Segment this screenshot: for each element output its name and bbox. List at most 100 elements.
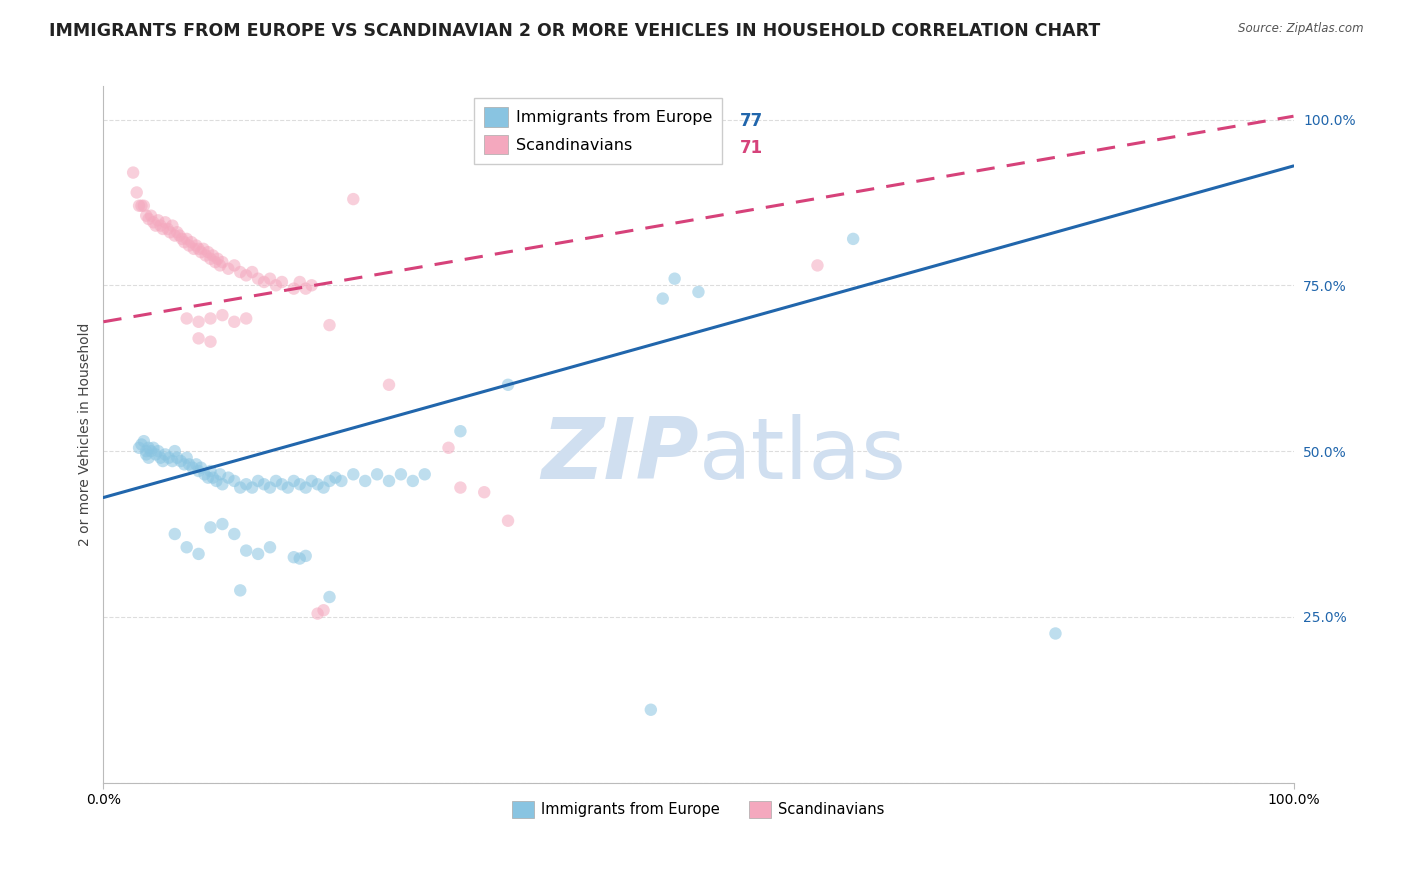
Point	[163, 228, 186, 243]
Point	[378, 377, 401, 392]
Point	[207, 252, 229, 266]
Point	[135, 444, 157, 458]
Point	[176, 450, 198, 465]
Point	[204, 255, 226, 269]
Point	[142, 215, 165, 229]
Point	[283, 550, 305, 565]
Point	[277, 481, 299, 495]
Point	[122, 165, 145, 179]
Point	[163, 527, 186, 541]
Point	[128, 441, 150, 455]
Point	[187, 331, 209, 345]
Point	[224, 474, 246, 488]
Text: 77: 77	[740, 112, 763, 130]
Text: N =: N =	[678, 112, 714, 130]
Point	[176, 541, 198, 555]
Point	[325, 470, 347, 484]
Point	[187, 242, 209, 256]
Point	[651, 292, 673, 306]
Point	[200, 252, 222, 266]
Point	[259, 541, 281, 555]
Point	[205, 474, 228, 488]
Point	[378, 474, 401, 488]
Point	[186, 458, 208, 472]
Text: 0.365: 0.365	[585, 112, 638, 130]
Point	[342, 467, 364, 482]
Point	[131, 437, 153, 451]
Point	[437, 441, 460, 455]
Point	[200, 520, 222, 534]
Point	[169, 228, 191, 243]
Point	[449, 481, 471, 495]
Point	[240, 481, 263, 495]
Point	[162, 454, 184, 468]
Point	[211, 308, 233, 322]
Point	[135, 447, 157, 461]
Point	[146, 213, 169, 227]
Point	[149, 450, 172, 465]
Point	[131, 199, 153, 213]
Point	[253, 275, 276, 289]
Point	[186, 238, 208, 252]
Point	[176, 311, 198, 326]
Point	[312, 603, 335, 617]
Point	[342, 192, 364, 206]
Point	[264, 278, 287, 293]
Point	[155, 215, 177, 229]
Point	[640, 703, 662, 717]
Point	[135, 209, 157, 223]
Point	[176, 232, 198, 246]
Point	[201, 248, 224, 262]
Point	[318, 590, 340, 604]
Point	[259, 481, 281, 495]
Text: Source: ZipAtlas.com: Source: ZipAtlas.com	[1239, 22, 1364, 36]
Text: ZIP: ZIP	[541, 414, 699, 497]
Point	[200, 334, 222, 349]
Point	[301, 278, 323, 293]
Point	[193, 242, 215, 256]
Point	[318, 474, 340, 488]
Point	[163, 444, 186, 458]
Point	[235, 543, 257, 558]
Point	[197, 470, 219, 484]
Point	[235, 311, 257, 326]
Point	[806, 259, 828, 273]
Text: 71: 71	[740, 139, 763, 157]
Y-axis label: 2 or more Vehicles in Household: 2 or more Vehicles in Household	[79, 323, 93, 546]
Point	[366, 467, 388, 482]
Point	[312, 481, 335, 495]
Point	[187, 464, 209, 478]
Point	[145, 447, 167, 461]
Point	[330, 474, 353, 488]
Text: 0.318: 0.318	[585, 139, 638, 157]
Point	[224, 527, 246, 541]
Point	[259, 271, 281, 285]
Point	[208, 259, 231, 273]
Point	[224, 315, 246, 329]
Point	[235, 268, 257, 283]
Point	[156, 222, 179, 236]
Point	[132, 199, 155, 213]
Point	[247, 271, 270, 285]
Text: R =: R =	[561, 139, 598, 157]
Point	[211, 517, 233, 532]
Point	[138, 441, 160, 455]
Point	[190, 460, 212, 475]
Point	[294, 481, 316, 495]
Point	[294, 549, 316, 563]
Point	[173, 235, 195, 250]
Point	[688, 285, 710, 299]
Point	[149, 219, 172, 233]
Point	[354, 474, 377, 488]
Text: R =: R =	[561, 112, 598, 130]
Point	[128, 199, 150, 213]
Point	[138, 212, 160, 227]
Point	[449, 424, 471, 438]
Point	[229, 583, 252, 598]
Point	[253, 477, 276, 491]
Point	[413, 467, 436, 482]
Point	[496, 514, 519, 528]
Point	[1045, 626, 1067, 640]
Point	[472, 485, 495, 500]
Point	[240, 265, 263, 279]
